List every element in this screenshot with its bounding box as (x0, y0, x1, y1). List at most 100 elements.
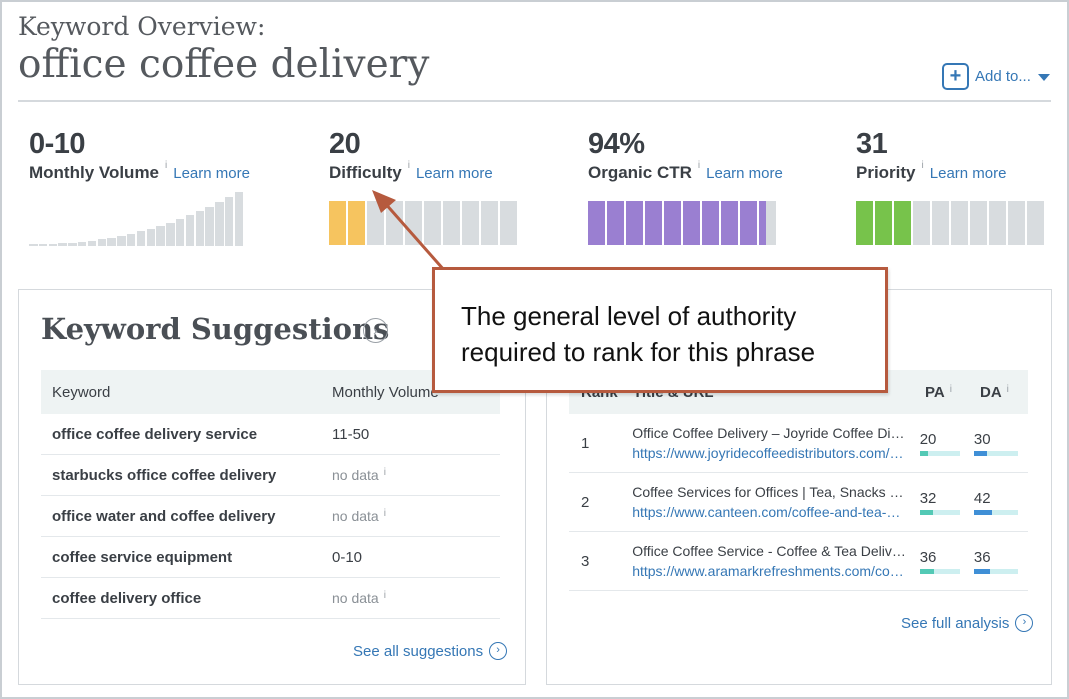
result-title: Coffee Services for Offices | Tea, Snack… (632, 484, 908, 500)
pa-value: 36 (919, 548, 937, 566)
column-header-pa-label: PA (925, 383, 945, 401)
header-divider (18, 100, 1051, 102)
meter-segment (1027, 201, 1044, 245)
meter-segment (367, 201, 384, 245)
volume-bar (107, 238, 116, 246)
meter-segment (951, 201, 968, 245)
volume-bar (224, 197, 234, 246)
meter-segment (481, 201, 498, 245)
pa-value: 20 (919, 430, 937, 448)
info-icon[interactable]: i (407, 160, 410, 171)
meter-segment (875, 201, 892, 245)
meter-segment (970, 201, 987, 245)
title-url-cell: Office Coffee Delivery – Joyride Coffee … (632, 425, 920, 461)
chevron-right-circle-icon[interactable]: › (363, 318, 388, 343)
table-row[interactable]: coffee delivery office no data i (41, 578, 500, 619)
volume-cell: 11-50 (331, 426, 369, 443)
rank-cell: 1 (581, 434, 590, 452)
volume-bar (136, 231, 146, 246)
result-url-link[interactable]: https://www.aramarkrefreshments.com/coff… (632, 563, 908, 579)
meter-segment (664, 201, 681, 245)
meter-segment (721, 201, 738, 245)
info-icon[interactable]: i (1006, 383, 1009, 395)
info-icon[interactable]: i (921, 160, 924, 171)
learn-more-link[interactable]: Learn more (929, 165, 1007, 182)
metric-label: Monthly Volume (29, 163, 160, 182)
volume-bar (77, 242, 87, 246)
callout-line-1: The general level of authority (461, 301, 797, 331)
table-row[interactable]: starbucks office coffee delivery no data i (41, 455, 500, 496)
meter-segment (607, 201, 624, 245)
rank-cell: 2 (581, 493, 590, 511)
pa-bar (919, 509, 960, 515)
volume-value: 0-10 (332, 548, 363, 566)
da-value: 42 (973, 489, 991, 507)
column-header-keyword: Keyword (52, 383, 111, 401)
da-value: 30 (973, 430, 991, 448)
volume-value: no data (332, 508, 379, 524)
info-icon[interactable]: i (697, 160, 701, 171)
da-cell: 42 (973, 489, 1028, 515)
da-bar (973, 450, 1018, 456)
pa-bar-fill (919, 509, 933, 515)
metric-label: Organic CTR (588, 163, 692, 182)
meter-segment (329, 201, 346, 245)
monthly-volume-chart (29, 188, 249, 246)
metric-difficulty: 20 Difficulty i Learn more (329, 128, 493, 183)
da-bar-fill (973, 509, 993, 515)
learn-more-link[interactable]: Learn more (706, 165, 783, 182)
da-value: 36 (973, 548, 991, 566)
keyword-cell[interactable]: starbucks office coffee delivery (52, 466, 277, 484)
volume-bar (166, 223, 175, 246)
meter-segment (759, 201, 776, 245)
meter-segment (348, 201, 365, 245)
volume-bar (195, 211, 205, 246)
keyword-cell[interactable]: coffee service equipment (52, 548, 233, 566)
meter-segment (443, 201, 460, 245)
title-url-cell: Office Coffee Service - Coffee & Tea Del… (632, 543, 920, 579)
learn-more-link[interactable]: Learn more (415, 165, 493, 182)
meter-segment (1008, 201, 1025, 245)
rank-cell: 3 (581, 552, 590, 570)
pa-bar (919, 450, 960, 456)
column-header-monthly-volume: Monthly Volume (332, 383, 439, 401)
page-title-prefix: Keyword Overview: (18, 12, 266, 41)
meter-segment (588, 201, 605, 245)
result-url-link[interactable]: https://www.joyridecoffeedistributors.co… (632, 445, 907, 461)
info-icon[interactable]: i (165, 160, 168, 171)
table-row[interactable]: coffee service equipment 0-10 (41, 537, 500, 578)
meter-segment (500, 201, 517, 245)
see-all-suggestions-label: See all suggestions (353, 642, 484, 660)
volume-value: no data (332, 590, 379, 606)
keyword-cell[interactable]: coffee delivery office (52, 589, 202, 607)
result-url-link[interactable]: https://www.canteen.com/coffee-and-tea-s… (632, 504, 907, 520)
add-to-button[interactable]: + Add to... (942, 62, 1050, 90)
volume-bar (97, 239, 107, 246)
info-icon[interactable]: i (383, 508, 386, 519)
meter-segment (386, 201, 403, 245)
add-to-label: Add to... (975, 67, 1031, 85)
column-header-pa: PA i (925, 384, 980, 401)
see-full-analysis-link[interactable]: See full analysis › (901, 614, 1034, 632)
table-row[interactable]: office coffee delivery service 11-50 (41, 414, 500, 455)
pa-bar-fill (919, 568, 935, 574)
da-cell: 30 (973, 430, 1028, 456)
see-all-suggestions-link[interactable]: See all suggestions › (353, 642, 508, 660)
keyword-cell[interactable]: office water and coffee delivery (52, 507, 276, 525)
meter-segment (462, 201, 479, 245)
learn-more-link[interactable]: Learn more (173, 165, 250, 182)
meter-segment (702, 201, 719, 245)
metric-label: Difficulty (329, 163, 402, 182)
volume-value: no data (332, 467, 379, 483)
metric-value: 94% (588, 128, 645, 160)
info-icon[interactable]: i (383, 590, 386, 601)
difficulty-meter (329, 201, 519, 245)
info-icon[interactable]: i (949, 383, 952, 395)
info-icon[interactable]: i (383, 467, 386, 478)
keyword-suggestions-panel: Keyword Suggestions › Keyword Monthly Vo… (18, 289, 526, 685)
pa-cell: 32 (919, 490, 974, 515)
table-row[interactable]: office water and coffee delivery no data i (41, 496, 500, 537)
volume-value: 11-50 (332, 425, 370, 443)
keyword-cell[interactable]: office coffee delivery service (52, 425, 258, 443)
